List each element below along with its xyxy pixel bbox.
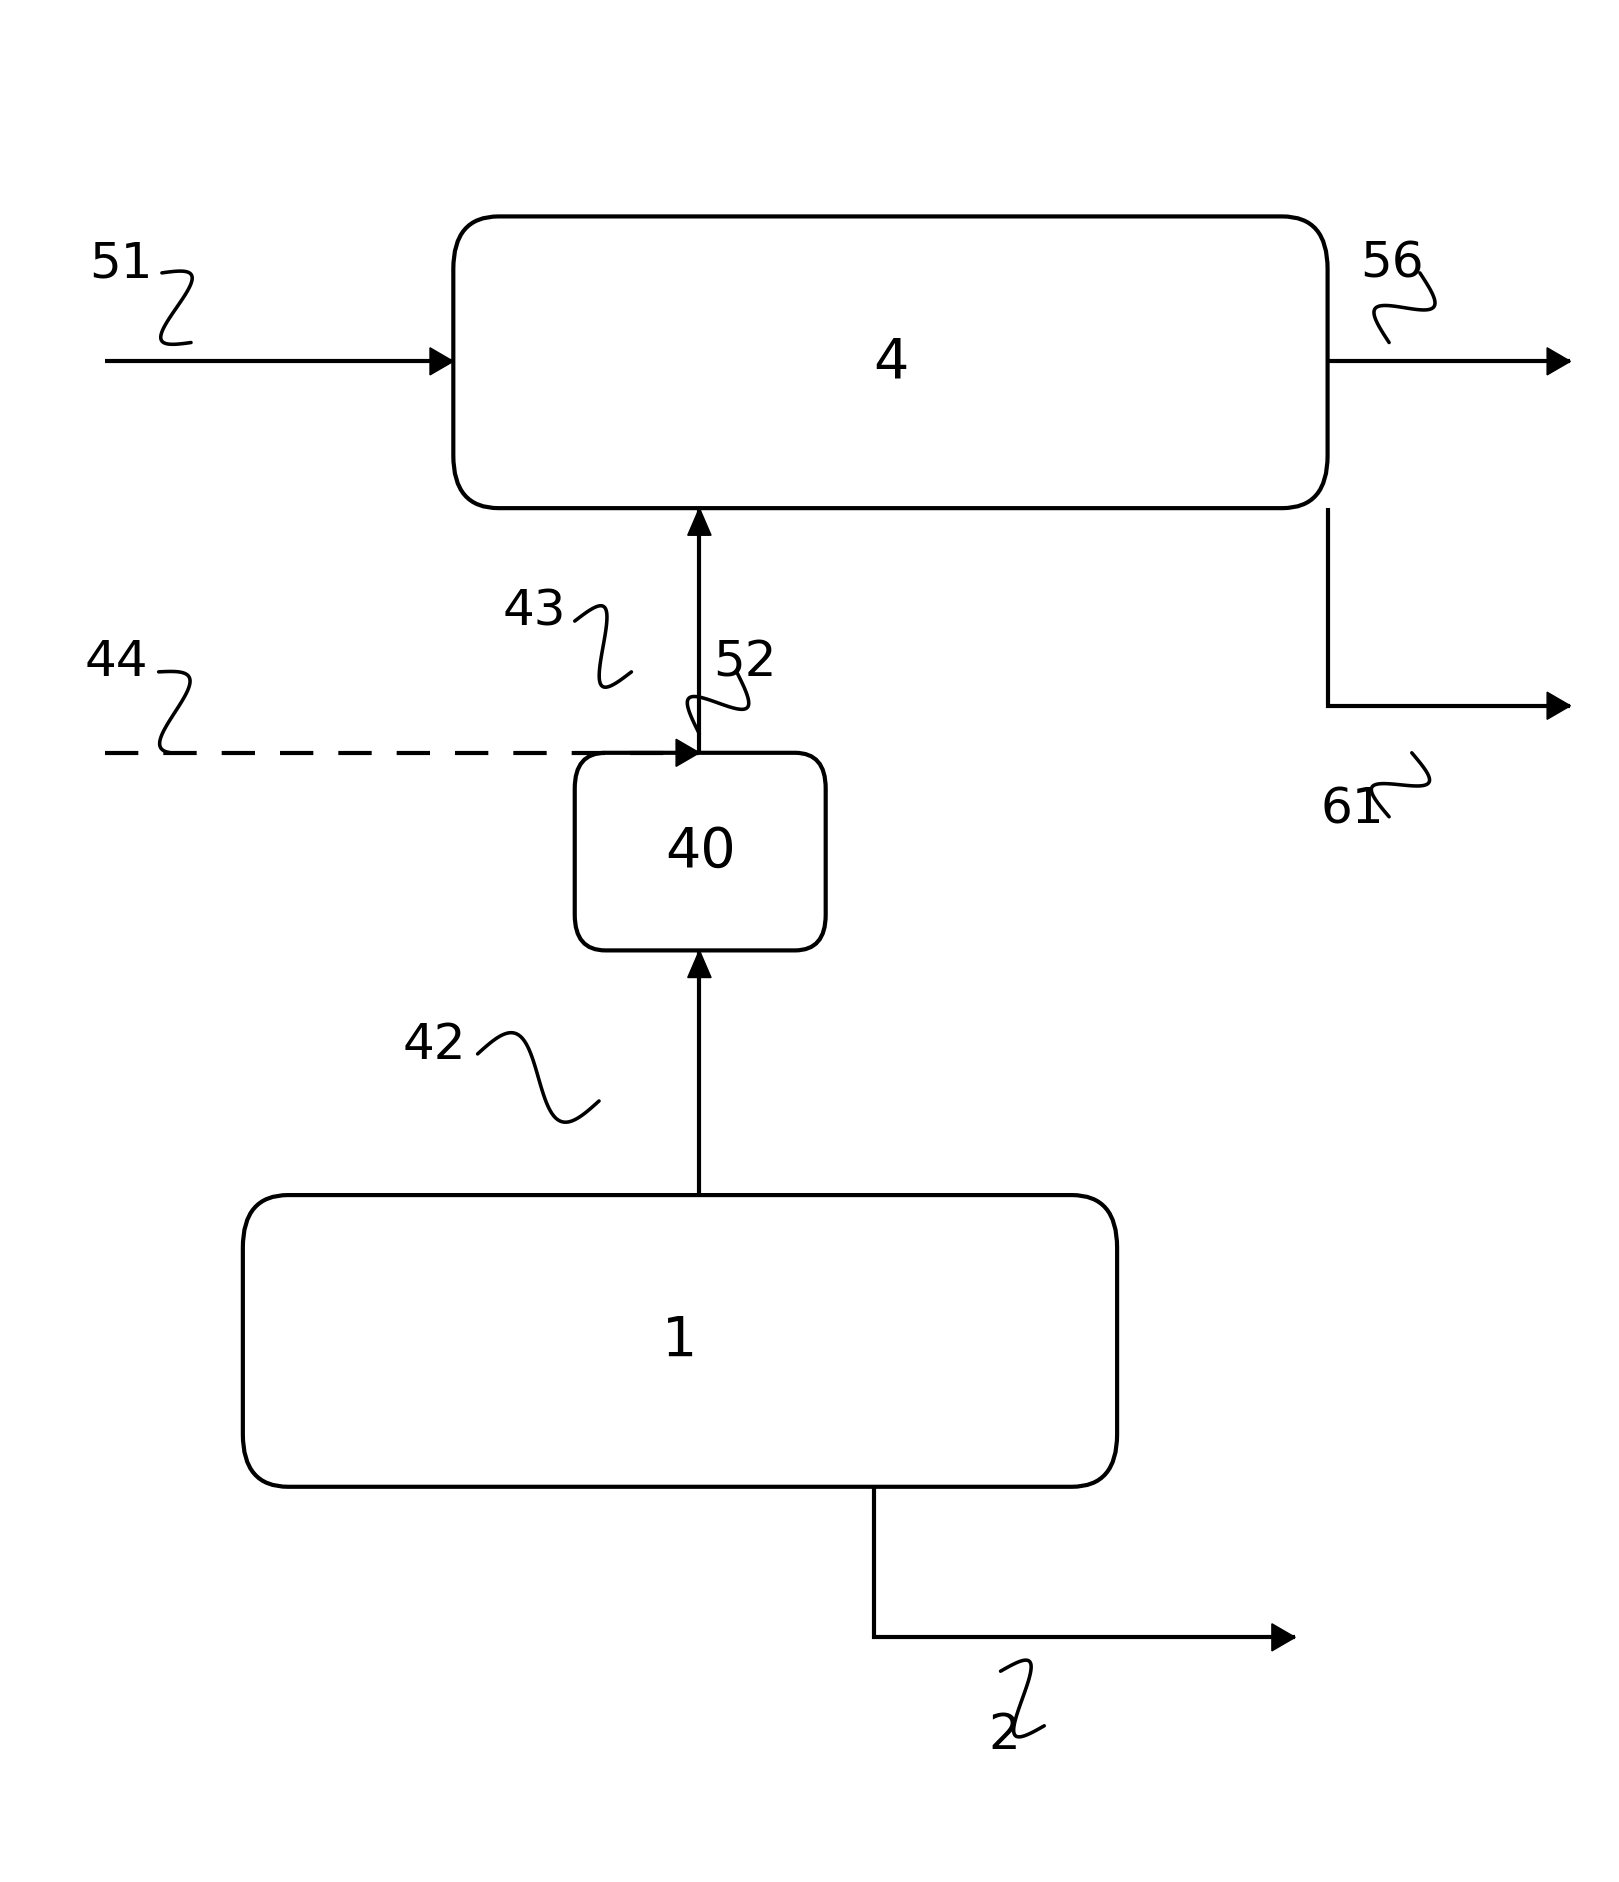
Text: 42: 42	[402, 1020, 466, 1069]
Text: 4: 4	[873, 335, 908, 390]
Text: 61: 61	[1319, 785, 1384, 834]
Polygon shape	[1548, 348, 1570, 375]
FancyBboxPatch shape	[575, 753, 826, 950]
Text: 40: 40	[665, 824, 735, 879]
Text: 2: 2	[988, 1711, 1020, 1760]
FancyBboxPatch shape	[453, 216, 1328, 508]
Text: 51: 51	[89, 239, 154, 288]
Polygon shape	[677, 740, 699, 766]
Polygon shape	[1273, 1624, 1295, 1651]
Polygon shape	[431, 348, 453, 375]
Polygon shape	[1548, 693, 1570, 719]
Text: 1: 1	[662, 1314, 698, 1368]
Text: 44: 44	[84, 638, 149, 687]
Text: 52: 52	[712, 638, 777, 687]
Text: 43: 43	[502, 587, 567, 636]
Polygon shape	[688, 508, 711, 534]
Polygon shape	[688, 950, 711, 977]
FancyBboxPatch shape	[243, 1195, 1117, 1487]
Text: 56: 56	[1360, 239, 1425, 288]
